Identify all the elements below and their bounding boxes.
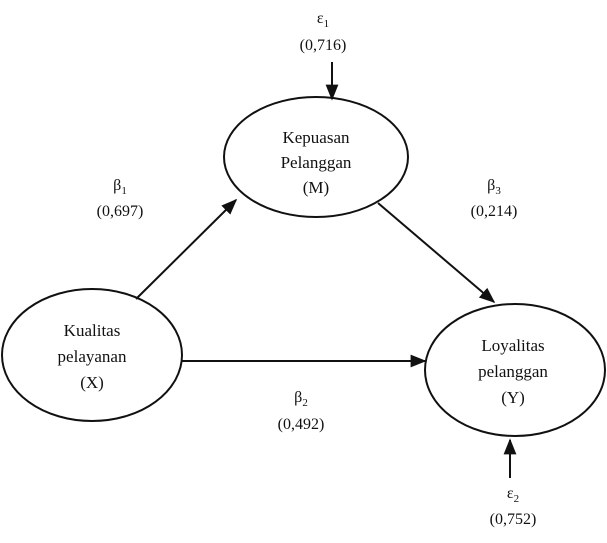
e2-value: (0,752): [490, 511, 537, 528]
beta1-greek: β: [113, 177, 121, 194]
arrow-m-to-y: [377, 202, 496, 304]
e2-symbol: ε2: [507, 485, 519, 505]
beta3-value: (0,214): [471, 203, 518, 220]
e1-subscript: 1: [324, 18, 330, 30]
dependent-label-line2: pelanggan: [478, 362, 548, 381]
beta3-greek: β: [487, 177, 495, 194]
mediator-label-line2: Pelanggan: [281, 153, 352, 172]
beta1-value: (0,697): [97, 203, 144, 220]
beta1-subscript: 1: [121, 185, 127, 197]
beta2-greek: β: [294, 389, 302, 406]
beta2-subscript: 2: [302, 397, 308, 409]
dependent-label-line3: (Y): [501, 388, 525, 407]
independent-label-line2: pelayanan: [58, 347, 127, 366]
beta1-symbol: β1: [113, 177, 127, 197]
independent-label-line1: Kualitas: [64, 321, 121, 340]
e1-greek: ε: [317, 10, 324, 27]
node-independent: [1, 288, 183, 422]
beta2-value: (0,492): [278, 416, 325, 433]
e1-value: (0,716): [300, 37, 347, 54]
independent-label-line3: (X): [80, 373, 104, 392]
arrow-x-to-m: [135, 198, 238, 300]
beta3-symbol: β3: [487, 177, 501, 197]
e2-greek: ε: [507, 485, 514, 502]
mediator-label-line1: Kepuasan: [282, 128, 350, 147]
mediator-label-line3: (M): [303, 178, 329, 197]
beta2-symbol: β2: [294, 389, 308, 409]
beta3-subscript: 3: [495, 185, 501, 197]
e1-symbol: ε1: [317, 10, 329, 30]
dependent-label-line1: Loyalitas: [481, 336, 544, 355]
node-mediator: [223, 96, 409, 218]
node-dependent: [424, 303, 606, 437]
e2-subscript: 2: [514, 493, 520, 505]
